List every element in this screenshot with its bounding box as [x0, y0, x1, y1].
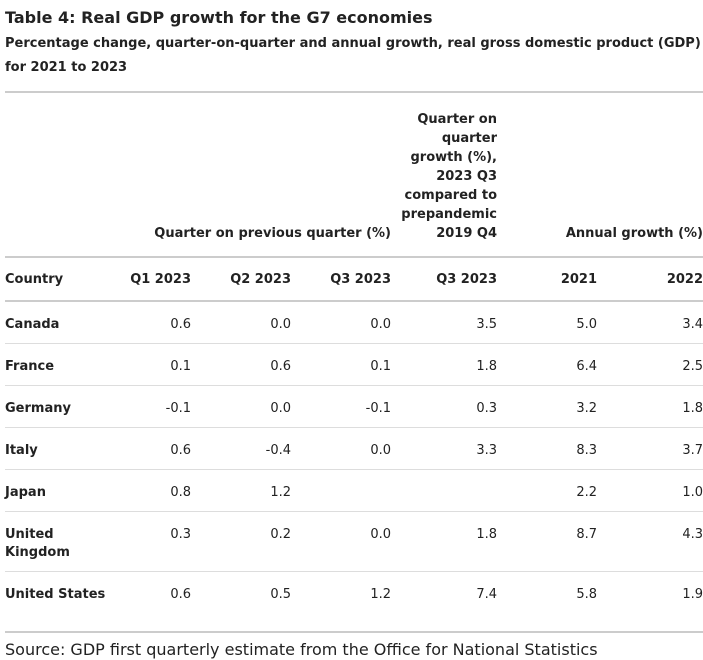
column-header-q2-2023: Q2 2023: [191, 256, 291, 302]
country-cell: United States: [5, 571, 108, 633]
column-header-q3-2023-vs-2019: Q3 2023: [391, 256, 497, 302]
value-cell: 5.0: [497, 301, 597, 344]
value-cell: 0.0: [291, 427, 391, 470]
value-cell: 0.3: [108, 511, 191, 572]
column-header-row: Country Q1 2023 Q2 2023 Q3 2023 Q3 2023 …: [5, 256, 703, 302]
country-cell: United Kingdom: [5, 511, 108, 572]
table-row: Italy 0.6 -0.4 0.0 3.3 8.3 3.7: [5, 427, 703, 470]
source-note: Source: GDP first quarterly estimate fro…: [5, 640, 598, 659]
table-title: Table 4: Real GDP growth for the G7 econ…: [5, 8, 433, 27]
value-cell: 3.5: [391, 301, 497, 344]
value-cell: 2.5: [597, 343, 703, 386]
column-header-2022: 2022: [597, 256, 703, 302]
group-header-quarter-on-previous: Quarter on previous quarter (%): [108, 91, 391, 257]
group-header-annual-growth: Annual growth (%): [497, 91, 703, 257]
group-header-empty: [5, 91, 108, 257]
country-cell: France: [5, 343, 108, 386]
table-subtitle: Percentage change, quarter-on-quarter an…: [5, 36, 701, 75]
group-header-compared-prepandemic: Quarter on quarter growth (%), 2023 Q3 c…: [391, 91, 497, 257]
value-cell: 8.3: [497, 427, 597, 470]
value-cell: 1.2: [291, 571, 391, 633]
value-cell: 4.3: [597, 511, 703, 572]
group-header-row: Quarter on previous quarter (%) Quarter …: [5, 91, 703, 257]
value-cell: 0.3: [391, 385, 497, 428]
value-cell: -0.4: [191, 427, 291, 470]
value-cell: -0.1: [291, 385, 391, 428]
country-cell: Italy: [5, 427, 108, 470]
value-cell: -0.1: [108, 385, 191, 428]
value-cell: 3.7: [597, 427, 703, 470]
column-header-q1-2023: Q1 2023: [108, 256, 191, 302]
country-cell: Germany: [5, 385, 108, 428]
value-cell: 7.4: [391, 571, 497, 633]
value-cell: 3.3: [391, 427, 497, 470]
value-cell: 1.8: [391, 343, 497, 386]
value-cell: 8.7: [497, 511, 597, 572]
value-cell: 3.4: [597, 301, 703, 344]
table-row: France 0.1 0.6 0.1 1.8 6.4 2.5: [5, 343, 703, 386]
value-cell: 1.8: [597, 385, 703, 428]
column-header-country: Country: [5, 256, 108, 302]
value-cell: 0.0: [191, 301, 291, 344]
value-cell: [391, 469, 497, 512]
value-cell: 1.8: [391, 511, 497, 572]
column-header-2021: 2021: [497, 256, 597, 302]
value-cell: 0.1: [291, 343, 391, 386]
table-row: United Kingdom 0.3 0.2 0.0 1.8 8.7 4.3: [5, 511, 703, 572]
table-row: Germany -0.1 0.0 -0.1 0.3 3.2 1.8: [5, 385, 703, 428]
value-cell: 0.2: [191, 511, 291, 572]
value-cell: 0.6: [191, 343, 291, 386]
value-cell: 1.0: [597, 469, 703, 512]
value-cell: 3.2: [497, 385, 597, 428]
column-header-q3-2023: Q3 2023: [291, 256, 391, 302]
value-cell: 1.9: [597, 571, 703, 633]
value-cell: [291, 469, 391, 512]
value-cell: 0.6: [108, 427, 191, 470]
value-cell: 0.0: [191, 385, 291, 428]
table-row: Japan 0.8 1.2 2.2 1.0: [5, 469, 703, 512]
value-cell: 0.8: [108, 469, 191, 512]
gdp-growth-table: Quarter on previous quarter (%) Quarter …: [5, 91, 703, 633]
value-cell: 0.6: [108, 301, 191, 344]
country-cell: Japan: [5, 469, 108, 512]
value-cell: 0.0: [291, 511, 391, 572]
table-row: Canada 0.6 0.0 0.0 3.5 5.0 3.4: [5, 301, 703, 344]
value-cell: 5.8: [497, 571, 597, 633]
value-cell: 0.5: [191, 571, 291, 633]
table-row: United States 0.6 0.5 1.2 7.4 5.8 1.9: [5, 571, 703, 633]
value-cell: 0.6: [108, 571, 191, 633]
value-cell: 2.2: [497, 469, 597, 512]
country-cell: Canada: [5, 301, 108, 344]
value-cell: 0.0: [291, 301, 391, 344]
value-cell: 6.4: [497, 343, 597, 386]
value-cell: 1.2: [191, 469, 291, 512]
table-container: Table 4: Real GDP growth for the G7 econ…: [5, 0, 703, 660]
value-cell: 0.1: [108, 343, 191, 386]
